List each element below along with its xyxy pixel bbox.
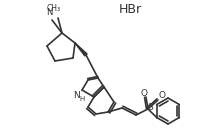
Text: S: S: [147, 103, 153, 111]
Polygon shape: [75, 43, 87, 56]
Text: HBr: HBr: [119, 3, 142, 16]
Text: O: O: [159, 92, 165, 101]
Text: H: H: [79, 96, 85, 102]
Text: N: N: [46, 8, 52, 17]
Text: N: N: [74, 90, 80, 99]
Text: O: O: [140, 88, 147, 97]
Text: CH₃: CH₃: [47, 4, 61, 13]
